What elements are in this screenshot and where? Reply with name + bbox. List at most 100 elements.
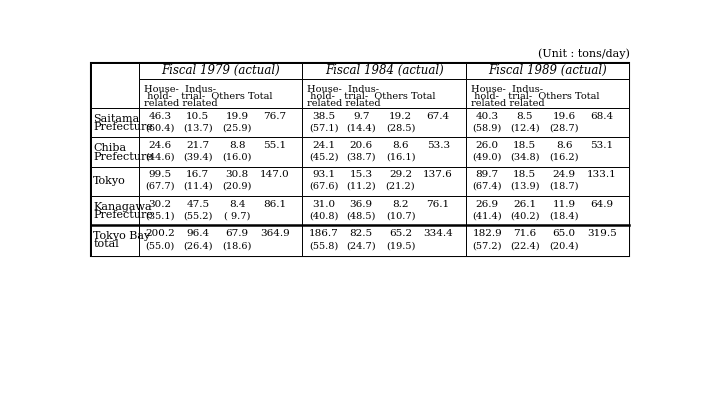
- Text: (26.4): (26.4): [183, 242, 213, 251]
- Text: 38.5: 38.5: [312, 112, 336, 121]
- Bar: [91, 63, 630, 256]
- Text: 30.2: 30.2: [149, 200, 172, 208]
- Text: (58.9): (58.9): [472, 123, 502, 132]
- Text: 20.6: 20.6: [350, 141, 373, 150]
- Text: 64.9: 64.9: [590, 200, 614, 208]
- Text: (13.7): (13.7): [183, 123, 213, 132]
- Text: 16.7: 16.7: [186, 170, 209, 179]
- Bar: [466, 225, 630, 256]
- Bar: [91, 63, 139, 108]
- Text: 53.1: 53.1: [590, 141, 614, 150]
- Text: (28.5): (28.5): [386, 123, 415, 132]
- Text: (60.4): (60.4): [145, 123, 175, 132]
- Text: (Unit : tons/day): (Unit : tons/day): [538, 49, 630, 59]
- Bar: [466, 196, 630, 225]
- Bar: [91, 167, 139, 196]
- Text: Fiscal 1989 (actual): Fiscal 1989 (actual): [489, 64, 607, 77]
- Bar: [139, 108, 303, 138]
- Text: (39.4): (39.4): [183, 153, 213, 162]
- Text: total: total: [93, 240, 119, 249]
- Bar: [466, 167, 630, 196]
- Text: 31.0: 31.0: [312, 200, 336, 208]
- Text: 8.5: 8.5: [517, 112, 533, 121]
- Text: (10.7): (10.7): [386, 211, 416, 220]
- Text: hold-   trial-  Others Total: hold- trial- Others Total: [470, 92, 599, 101]
- Text: (55.2): (55.2): [183, 211, 213, 220]
- Text: 8.6: 8.6: [392, 141, 409, 150]
- Text: (38.7): (38.7): [347, 153, 376, 162]
- Text: Fiscal 1984 (actual): Fiscal 1984 (actual): [325, 64, 444, 77]
- Bar: [303, 167, 466, 196]
- Text: (35.1): (35.1): [145, 211, 175, 220]
- Text: (20.4): (20.4): [550, 242, 579, 251]
- Bar: [91, 138, 139, 167]
- Text: (41.4): (41.4): [472, 211, 502, 220]
- Text: Tokyo: Tokyo: [93, 176, 126, 186]
- Text: 364.9: 364.9: [260, 229, 289, 238]
- Text: 21.7: 21.7: [186, 141, 209, 150]
- Text: (49.0): (49.0): [472, 153, 502, 162]
- Text: (57.2): (57.2): [472, 242, 502, 251]
- Text: (57.1): (57.1): [309, 123, 338, 132]
- Text: 8.8: 8.8: [229, 141, 245, 150]
- Bar: [303, 79, 466, 108]
- Text: 24.6: 24.6: [149, 141, 172, 150]
- Text: (34.8): (34.8): [510, 153, 540, 162]
- Text: 86.1: 86.1: [263, 200, 286, 208]
- Text: House-  Indus-: House- Indus-: [307, 85, 379, 94]
- Text: (21.2): (21.2): [385, 182, 416, 191]
- Text: 319.5: 319.5: [587, 229, 616, 238]
- Text: (67.6): (67.6): [309, 182, 338, 191]
- Text: 334.4: 334.4: [423, 229, 453, 238]
- Text: 76.1: 76.1: [427, 200, 450, 208]
- Text: Prefecture: Prefecture: [93, 152, 153, 162]
- Text: 200.2: 200.2: [145, 229, 175, 238]
- Text: (16.2): (16.2): [550, 153, 579, 162]
- Bar: [139, 63, 303, 79]
- Text: 18.5: 18.5: [513, 141, 536, 150]
- Text: 76.7: 76.7: [263, 112, 286, 121]
- Text: (22.4): (22.4): [510, 242, 540, 251]
- Text: 26.0: 26.0: [476, 141, 498, 150]
- Text: 46.3: 46.3: [149, 112, 172, 121]
- Text: (14.4): (14.4): [347, 123, 376, 132]
- Bar: [139, 167, 303, 196]
- Text: 186.7: 186.7: [309, 229, 338, 238]
- Text: (11.4): (11.4): [183, 182, 213, 191]
- Text: 89.7: 89.7: [476, 170, 498, 179]
- Bar: [466, 79, 630, 108]
- Text: 67.4: 67.4: [427, 112, 450, 121]
- Text: 137.6: 137.6: [423, 170, 453, 179]
- Text: hold-   trial-  Others Total: hold- trial- Others Total: [307, 92, 435, 101]
- Text: 93.1: 93.1: [312, 170, 336, 179]
- Text: (67.7): (67.7): [145, 182, 175, 191]
- Text: 147.0: 147.0: [260, 170, 289, 179]
- Text: Chiba: Chiba: [93, 143, 126, 153]
- Bar: [303, 63, 466, 79]
- Text: 8.2: 8.2: [392, 200, 409, 208]
- Text: (18.7): (18.7): [550, 182, 579, 191]
- Text: (13.9): (13.9): [510, 182, 540, 191]
- Text: Kanagawa: Kanagawa: [93, 202, 152, 212]
- Text: 30.8: 30.8: [225, 170, 249, 179]
- Text: 47.5: 47.5: [186, 200, 209, 208]
- Bar: [91, 225, 139, 256]
- Text: 29.2: 29.2: [389, 170, 412, 179]
- Text: 65.0: 65.0: [552, 229, 576, 238]
- Text: (18.4): (18.4): [550, 211, 579, 220]
- Text: (20.9): (20.9): [223, 182, 252, 191]
- Bar: [139, 196, 303, 225]
- Text: 10.5: 10.5: [186, 112, 209, 121]
- Text: 26.1: 26.1: [513, 200, 536, 208]
- Bar: [303, 108, 466, 138]
- Text: 133.1: 133.1: [587, 170, 616, 179]
- Text: 15.3: 15.3: [350, 170, 373, 179]
- Text: 53.3: 53.3: [427, 141, 450, 150]
- Bar: [466, 108, 630, 138]
- Bar: [303, 196, 466, 225]
- Text: related related: related related: [143, 99, 217, 108]
- Text: 71.6: 71.6: [513, 229, 536, 238]
- Text: 9.7: 9.7: [353, 112, 369, 121]
- Text: 19.9: 19.9: [225, 112, 249, 121]
- Text: 99.5: 99.5: [149, 170, 172, 179]
